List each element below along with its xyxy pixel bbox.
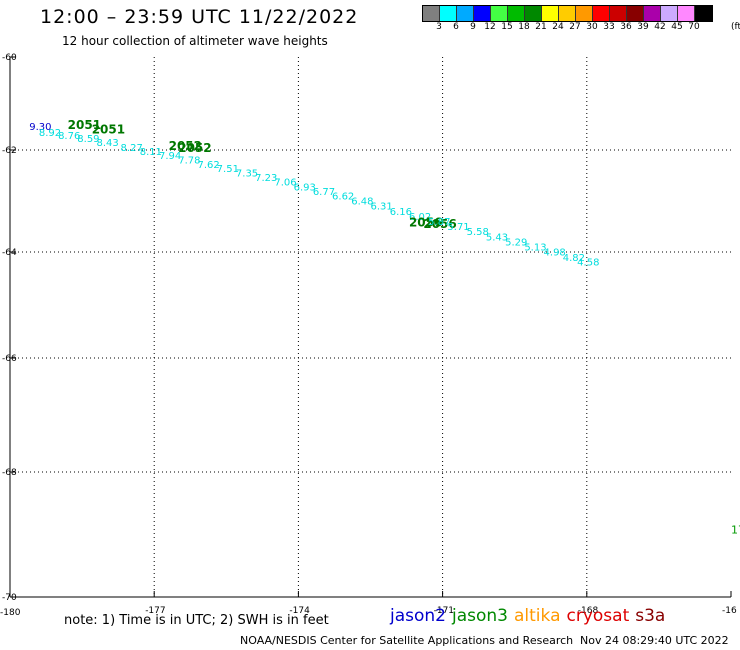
longitude-label: -168 [578, 606, 599, 616]
wave-height-label: 8.76 [58, 131, 80, 142]
color-scale-tick: 12 [484, 22, 496, 32]
wave-height-label: 7.78 [178, 155, 200, 166]
color-scale-tick: 21 [535, 22, 547, 32]
longitude-label: -177 [145, 606, 165, 616]
color-swatch [457, 6, 474, 21]
color-swatch [559, 6, 576, 21]
wave-height-label: 7.62 [197, 160, 219, 171]
color-swatch [627, 6, 644, 21]
wave-height-label: 5.58 [467, 227, 489, 238]
wave-height-label: 4.98 [544, 248, 566, 259]
credit-text: NOAA/NESDIS Center for Satellite Applica… [240, 634, 574, 647]
generation-timestamp: Nov 24 08:29:40 UTC 2022 [580, 634, 729, 647]
color-swatch [661, 6, 678, 21]
wave-height-label: 7.94 [159, 151, 181, 162]
color-swatch [423, 6, 440, 21]
wave-height-label: 6.62 [332, 191, 354, 202]
wave-height-label: 6.93 [294, 182, 316, 193]
color-scale-tick: 24 [552, 22, 564, 32]
color-swatch [491, 6, 508, 21]
wave-height-label: 5.87 [428, 217, 450, 228]
color-scale-tick: 18 [518, 22, 530, 32]
color-scale-tick: 27 [569, 22, 581, 32]
color-scale-tick: 15 [501, 22, 513, 32]
wave-height-label: 6.48 [351, 197, 373, 208]
color-scale-tick: 9 [470, 22, 476, 32]
color-scale-tick: 39 [637, 22, 649, 32]
color-swatch [576, 6, 593, 21]
wave-height-label: 6.31 [371, 202, 393, 213]
color-swatch [593, 6, 610, 21]
satellite-legend: jason2 jason3 altika cryosat s3a [390, 606, 671, 626]
wave-height-label: 6.16 [390, 207, 412, 218]
track-time-label: 2056 [423, 217, 456, 231]
track-time-label: 2051 [68, 118, 101, 132]
longitude-label: -180 [0, 608, 21, 618]
map-axes: -60 -62 -64 -66 -68 -70 -180 -177 -174 -171 -168 -1… [0, 53, 737, 618]
longitude-label: -16 [722, 606, 737, 616]
latitude-label: -64 [2, 248, 17, 258]
wave-height-label: 8.43 [97, 138, 119, 149]
wave-height-label: 4.58 [577, 257, 599, 268]
legend-jason2: jason2 [390, 606, 446, 626]
wave-height-label: 8.59 [77, 134, 99, 145]
longitude-label: -171 [434, 606, 454, 616]
chart-title: 12:00 – 23:59 UTC 11/22/2022 [40, 6, 359, 28]
legend-altika: altika [514, 606, 561, 626]
color-scale-tick: 36 [620, 22, 632, 32]
wave-height-label: 5.43 [486, 232, 508, 243]
wave-height-label: 7.06 [274, 178, 296, 189]
color-scale-tick: 45 [671, 22, 683, 32]
color-scale-unit: (ft) [731, 22, 740, 32]
wave-height-label: 7.51 [217, 164, 239, 175]
color-swatch [610, 6, 627, 21]
track-time-label: 2051 [92, 123, 125, 137]
color-scale-tick: 3 [436, 22, 442, 32]
legend-s3a: s3a [635, 606, 666, 626]
map-grid [10, 57, 731, 597]
wave-height-label: 17.61 [731, 523, 740, 536]
color-swatch [525, 6, 542, 21]
wave-height-label: 6.77 [313, 187, 335, 198]
latitude-label: -62 [2, 146, 17, 156]
wave-height-label: 5.71 [447, 222, 469, 233]
color-swatch [644, 6, 661, 21]
color-swatch [508, 6, 525, 21]
chart-subtitle: 12 hour collection of altimeter wave hei… [62, 34, 328, 48]
wave-height-label: 6.02 [409, 212, 431, 223]
wave-height-label: 5.29 [505, 237, 527, 248]
color-scale-tick: 30 [586, 22, 598, 32]
track-time-label: 2052 [169, 139, 202, 153]
legend-jason3: jason3 [452, 606, 508, 626]
wave-height-label: 5.13 [524, 242, 546, 253]
color-scale-bar [422, 5, 713, 22]
color-scale-tick: 6 [453, 22, 459, 32]
color-swatch [678, 6, 695, 21]
color-swatch [542, 6, 559, 21]
wave-height-label: 7.35 [236, 169, 258, 180]
wave-height-label: 8.92 [39, 128, 61, 139]
wave-height-label: 8.11 [140, 147, 162, 158]
latitude-label: -68 [2, 468, 17, 478]
wave-height-label: 4.82 [563, 253, 585, 264]
color-scale-tick: 42 [654, 22, 666, 32]
note-text: note: 1) Time is in UTC; 2) SWH is in fe… [64, 613, 329, 628]
color-swatch [440, 6, 457, 21]
latitude-label: -70 [2, 593, 17, 603]
latitude-label: -60 [2, 53, 17, 63]
wave-height-label: 9.30 [29, 122, 51, 133]
wave-height-label: 8.27 [121, 143, 143, 154]
track-time-label: 2056 [409, 216, 442, 230]
longitude-label: -174 [289, 606, 310, 616]
color-swatch [695, 6, 712, 21]
wave-height-label: 7.23 [255, 173, 277, 184]
legend-cryosat: cryosat [566, 606, 630, 626]
track-time-label: 2052 [178, 141, 211, 155]
color-scale-tick: 70 [688, 22, 700, 32]
latitude-label: -66 [2, 354, 17, 364]
color-scale-tick: 33 [603, 22, 615, 32]
color-swatch [474, 6, 491, 21]
